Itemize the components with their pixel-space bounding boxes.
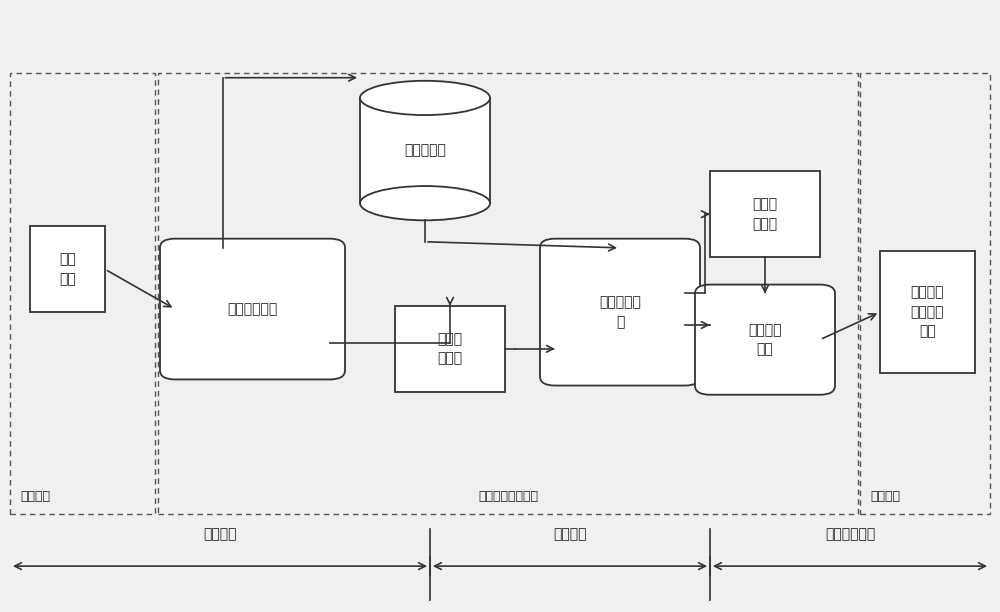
Text: 用户界面: 用户界面	[870, 490, 900, 503]
Text: 次级响
应指令: 次级响 应指令	[752, 198, 778, 231]
Text: 用户界面: 用户界面	[20, 490, 50, 503]
Bar	[880, 251, 975, 373]
Bar	[158, 73, 858, 514]
Text: 初级响
应指令: 初级响 应指令	[437, 332, 463, 365]
Ellipse shape	[360, 81, 490, 115]
Bar	[710, 171, 820, 257]
Text: 可执行命
令和显示
文本: 可执行命 令和显示 文本	[911, 286, 944, 338]
Bar	[395, 306, 505, 392]
Bar	[30, 226, 105, 312]
Text: 指令分析: 指令分析	[553, 528, 587, 542]
Text: 用户
命令: 用户 命令	[59, 253, 76, 286]
Text: 资源资源
组合: 资源资源 组合	[748, 323, 782, 356]
Bar	[860, 73, 990, 514]
FancyBboxPatch shape	[695, 285, 835, 395]
Ellipse shape	[360, 186, 490, 220]
Text: 指令资源库: 指令资源库	[404, 144, 446, 157]
FancyBboxPatch shape	[160, 239, 345, 379]
Text: 语义分析引擎: 语义分析引擎	[227, 302, 278, 316]
FancyBboxPatch shape	[540, 239, 700, 386]
Bar	[10, 73, 155, 514]
Bar	[360, 98, 490, 203]
Text: 物流管理系统平台: 物流管理系统平台	[478, 490, 538, 503]
Text: 指令资源组合: 指令资源组合	[825, 528, 875, 542]
Text: 语义分析: 语义分析	[203, 528, 237, 542]
Text: 指令分析引
擎: 指令分析引 擎	[599, 296, 641, 329]
